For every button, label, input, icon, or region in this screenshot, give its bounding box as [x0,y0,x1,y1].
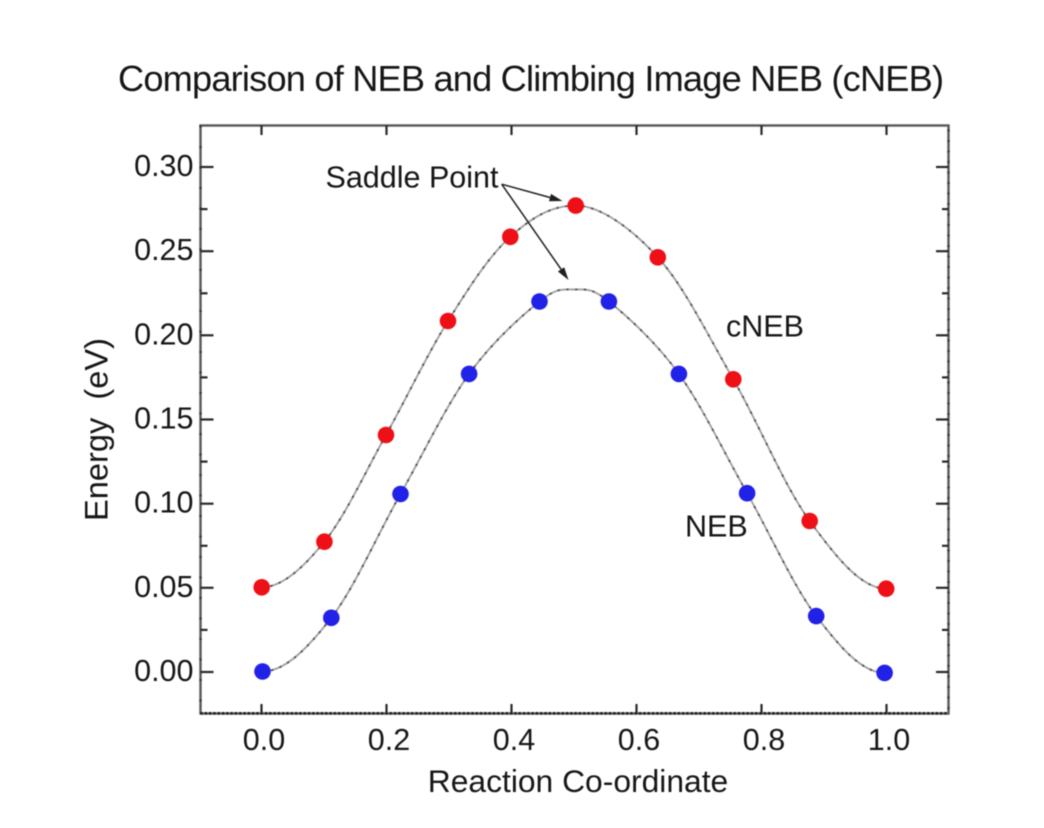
svg-text:cNEB: cNEB [726,310,804,344]
svg-text:0.0: 0.0 [243,723,285,757]
svg-text:0.00: 0.00 [134,654,193,688]
svg-text:0.8: 0.8 [743,723,785,757]
svg-text:0.20: 0.20 [134,317,193,351]
svg-text:0.05: 0.05 [134,570,193,604]
svg-text:1.0: 1.0 [868,723,910,757]
svg-text:Energy (eV): Energy (eV) [78,338,115,521]
svg-text:0.15: 0.15 [134,402,193,436]
svg-text:0.25: 0.25 [134,233,193,267]
svg-text:Reaction Co-ordinate: Reaction Co-ordinate [428,763,728,799]
svg-text:NEB: NEB [685,510,748,544]
svg-text:0.4: 0.4 [493,723,535,757]
svg-text:Saddle Point: Saddle Point [326,161,499,195]
svg-text:0.6: 0.6 [618,723,660,757]
svg-text:Comparison of NEB and Climbing: Comparison of NEB and Climbing Image NEB… [118,58,944,99]
svg-text:0.10: 0.10 [134,486,193,520]
svg-text:0.2: 0.2 [368,723,410,757]
svg-text:0.30: 0.30 [134,149,193,183]
